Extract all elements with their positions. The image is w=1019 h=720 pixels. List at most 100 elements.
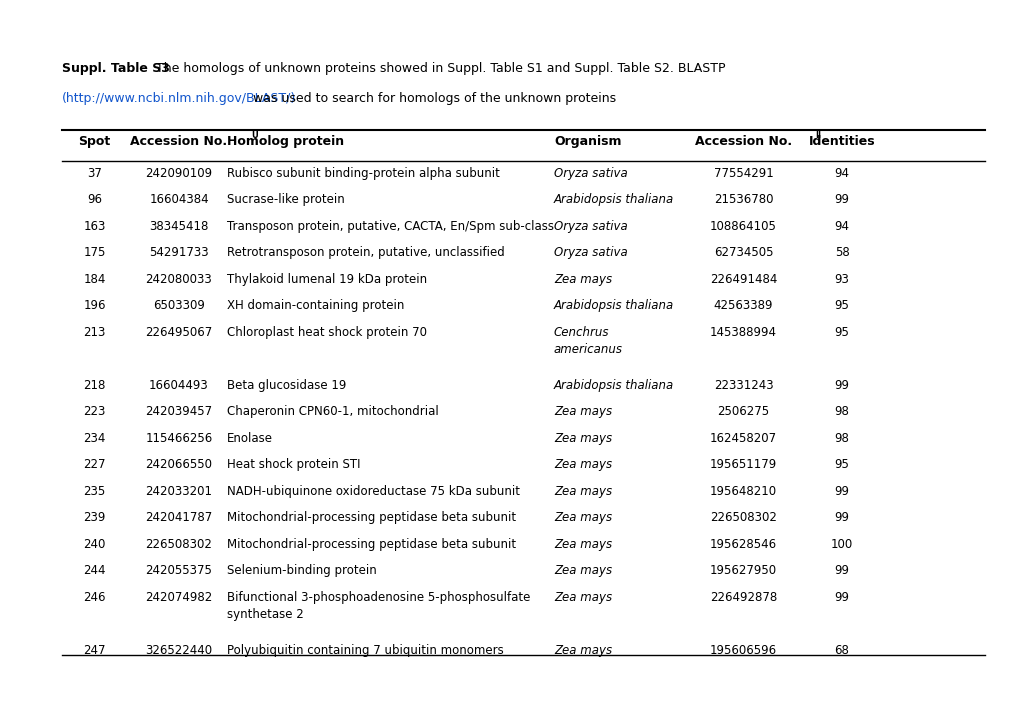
Text: 246: 246 [84, 591, 106, 604]
Text: Enolase: Enolase [227, 432, 273, 445]
Text: 242080033: 242080033 [146, 273, 212, 286]
Text: 99: 99 [834, 591, 849, 604]
Text: Arabidopsis thaliana: Arabidopsis thaliana [553, 300, 674, 312]
Text: 223: 223 [84, 405, 106, 418]
Text: The homologs of unknown proteins showed in Suppl. Table S1 and Suppl. Table S2. : The homologs of unknown proteins showed … [152, 62, 725, 75]
Text: 145388994: 145388994 [709, 326, 776, 339]
Text: 195627950: 195627950 [709, 564, 776, 577]
Text: 108864105: 108864105 [709, 220, 776, 233]
Text: 38345418: 38345418 [149, 220, 209, 233]
Text: Zea mays: Zea mays [553, 459, 611, 472]
Text: Zea mays: Zea mays [553, 564, 611, 577]
Text: 77554291: 77554291 [713, 167, 772, 180]
Text: Chloroplast heat shock protein 70: Chloroplast heat shock protein 70 [227, 326, 427, 339]
Text: Sucrase-like protein: Sucrase-like protein [227, 194, 344, 207]
Text: Transposon protein, putative, CACTA, En/Spm sub-class: Transposon protein, putative, CACTA, En/… [227, 220, 553, 233]
Text: 242090109: 242090109 [146, 167, 212, 180]
Text: 184: 184 [84, 273, 106, 286]
Text: Identities: Identities [808, 135, 874, 148]
Text: 213: 213 [84, 326, 106, 339]
Text: 21536780: 21536780 [713, 194, 772, 207]
Text: 99: 99 [834, 194, 849, 207]
Text: 58: 58 [834, 246, 849, 259]
Text: Cenchrus
americanus: Cenchrus americanus [553, 326, 623, 356]
Text: Mitochondrial-processing peptidase beta subunit: Mitochondrial-processing peptidase beta … [227, 511, 516, 524]
Text: 16604493: 16604493 [149, 379, 209, 392]
Text: 42563389: 42563389 [713, 300, 772, 312]
Text: 226508302: 226508302 [709, 511, 776, 524]
Text: was used to search for homologs of the unknown proteins: was used to search for homologs of the u… [249, 92, 615, 105]
Text: 95: 95 [834, 459, 849, 472]
Text: 54291733: 54291733 [149, 246, 209, 259]
Text: Accession No.: Accession No. [130, 135, 227, 148]
Text: Chaperonin CPN60-1, mitochondrial: Chaperonin CPN60-1, mitochondrial [227, 405, 438, 418]
Text: 163: 163 [84, 220, 106, 233]
Text: 242074982: 242074982 [146, 591, 212, 604]
Text: 195606596: 195606596 [709, 644, 776, 657]
Text: Zea mays: Zea mays [553, 432, 611, 445]
Text: 96: 96 [87, 194, 102, 207]
Text: 326522440: 326522440 [146, 644, 212, 657]
Text: Homolog protein: Homolog protein [227, 135, 343, 148]
Text: 235: 235 [84, 485, 106, 498]
Text: Polyubiquitin containing 7 ubiquitin monomers: Polyubiquitin containing 7 ubiquitin mon… [227, 644, 503, 657]
Text: 242041787: 242041787 [146, 511, 212, 524]
Text: Selenium-binding protein: Selenium-binding protein [227, 564, 376, 577]
Text: 234: 234 [84, 432, 106, 445]
Text: XH domain-containing protein: XH domain-containing protein [227, 300, 404, 312]
Text: 62734505: 62734505 [713, 246, 772, 259]
Text: 22331243: 22331243 [713, 379, 772, 392]
Text: Accession No.: Accession No. [694, 135, 792, 148]
Text: 93: 93 [834, 273, 849, 286]
Text: 240: 240 [84, 538, 106, 551]
Text: 100: 100 [830, 538, 852, 551]
Text: 2506275: 2506275 [716, 405, 768, 418]
Text: 162458207: 162458207 [709, 432, 776, 445]
Text: 99: 99 [834, 379, 849, 392]
Text: 115466256: 115466256 [146, 432, 212, 445]
Text: Zea mays: Zea mays [553, 273, 611, 286]
Text: Oryza sativa: Oryza sativa [553, 246, 627, 259]
Text: 68: 68 [834, 644, 849, 657]
Text: NADH-ubiquinone oxidoreductase 75 kDa subunit: NADH-ubiquinone oxidoreductase 75 kDa su… [227, 485, 520, 498]
Text: 175: 175 [84, 246, 106, 259]
Text: Zea mays: Zea mays [553, 485, 611, 498]
Text: 244: 244 [84, 564, 106, 577]
Text: 99: 99 [834, 564, 849, 577]
Text: Arabidopsis thaliana: Arabidopsis thaliana [553, 194, 674, 207]
Text: Oryza sativa: Oryza sativa [553, 220, 627, 233]
Text: Zea mays: Zea mays [553, 405, 611, 418]
Text: 226492878: 226492878 [709, 591, 776, 604]
Text: Zea mays: Zea mays [553, 591, 611, 604]
Text: Beta glucosidase 19: Beta glucosidase 19 [227, 379, 346, 392]
Text: 195651179: 195651179 [709, 459, 776, 472]
Text: II: II [815, 131, 820, 140]
Text: Mitochondrial-processing peptidase beta subunit: Mitochondrial-processing peptidase beta … [227, 538, 516, 551]
Text: Oryza sativa: Oryza sativa [553, 167, 627, 180]
Text: 95: 95 [834, 300, 849, 312]
Text: 196: 196 [84, 300, 106, 312]
Text: 16604384: 16604384 [149, 194, 209, 207]
Text: 227: 227 [84, 459, 106, 472]
Text: 242055375: 242055375 [146, 564, 212, 577]
Text: 195628546: 195628546 [709, 538, 776, 551]
Text: (http://www.ncbi.nlm.nih.gov/BLAST/): (http://www.ncbi.nlm.nih.gov/BLAST/) [62, 92, 296, 105]
Text: Zea mays: Zea mays [553, 511, 611, 524]
Text: 94: 94 [834, 167, 849, 180]
Text: Retrotransposon protein, putative, unclassified: Retrotransposon protein, putative, uncla… [227, 246, 504, 259]
Text: Organism: Organism [553, 135, 621, 148]
Text: 242033201: 242033201 [146, 485, 212, 498]
Text: Zea mays: Zea mays [553, 538, 611, 551]
Text: 6503309: 6503309 [153, 300, 205, 312]
Text: 242066550: 242066550 [146, 459, 212, 472]
Text: Bifunctional 3-phosphoadenosine 5-phosphosulfate
synthetase 2: Bifunctional 3-phosphoadenosine 5-phosph… [227, 591, 530, 621]
Text: 218: 218 [84, 379, 106, 392]
Text: U: U [251, 131, 258, 140]
Text: 94: 94 [834, 220, 849, 233]
Text: 226495067: 226495067 [146, 326, 212, 339]
Text: 195648210: 195648210 [709, 485, 776, 498]
Text: 239: 239 [84, 511, 106, 524]
Text: 37: 37 [87, 167, 102, 180]
Text: Suppl. Table S3: Suppl. Table S3 [62, 62, 170, 75]
Text: 98: 98 [834, 432, 849, 445]
